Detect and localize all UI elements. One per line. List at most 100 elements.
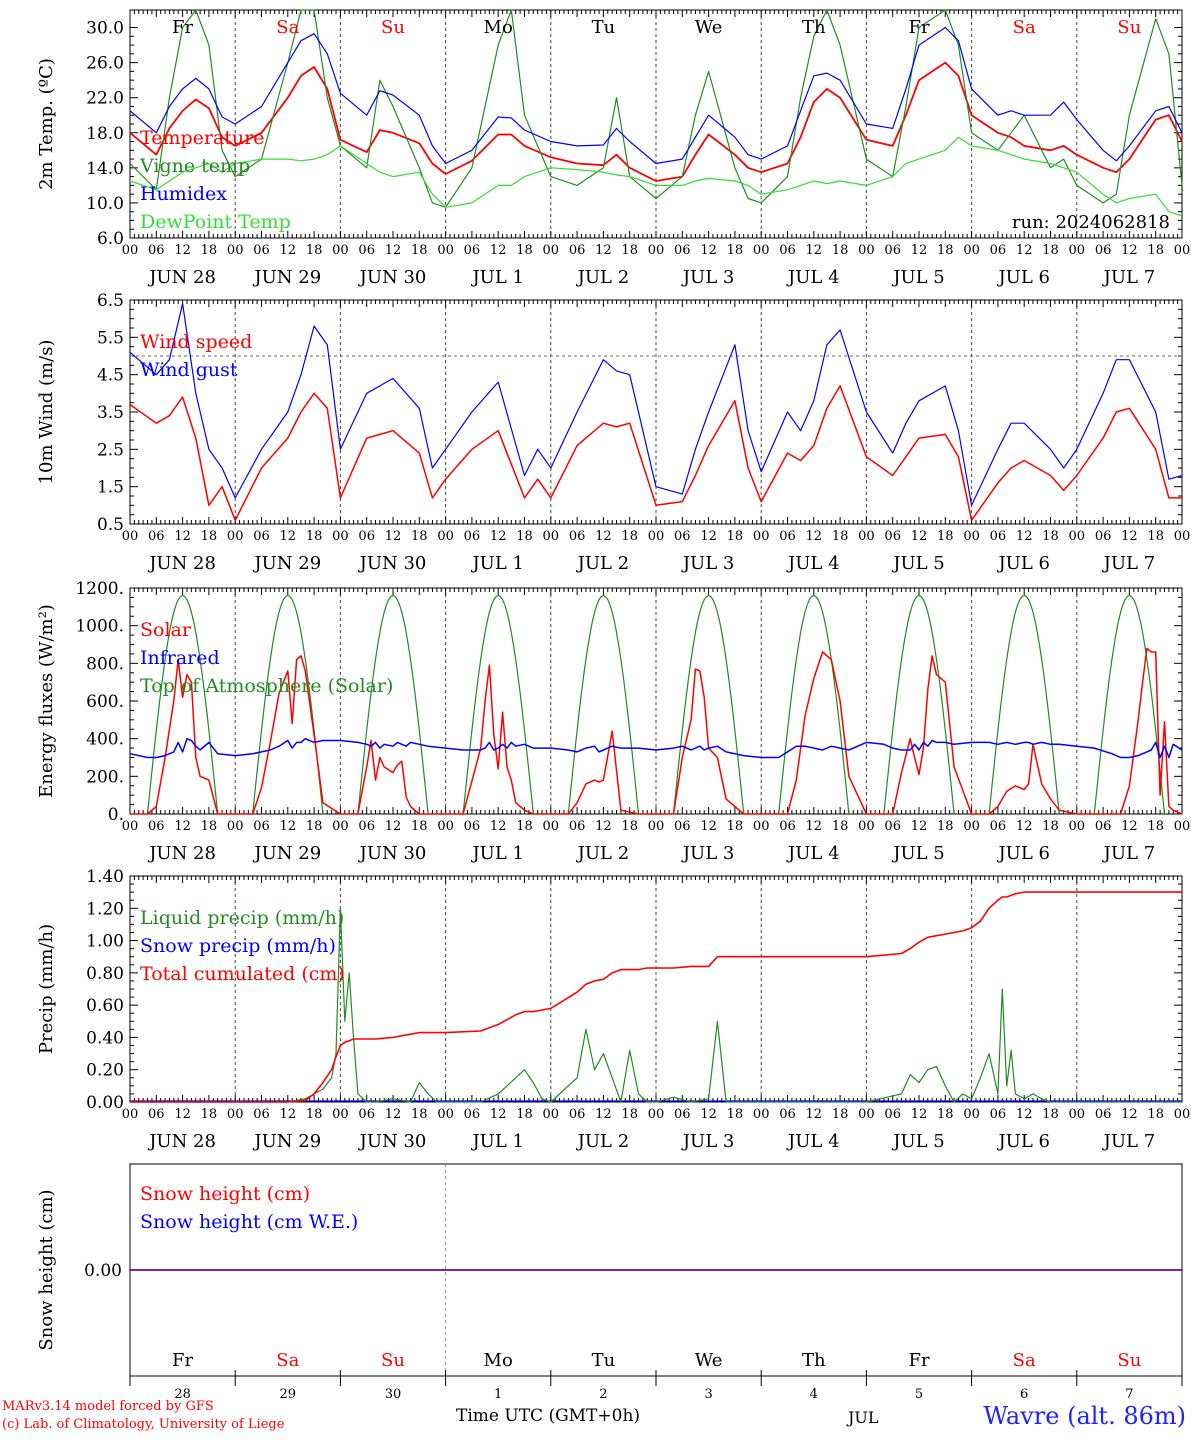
hour-tick-label: 18 (937, 529, 954, 544)
weekday-label: Fr (908, 17, 929, 38)
day-label: JUL 7 (1102, 843, 1156, 864)
hour-tick-label: 18 (1147, 243, 1164, 258)
weekday-label: Fr (908, 1350, 929, 1371)
hour-tick-label: 06 (358, 1107, 375, 1122)
hour-tick-label: 06 (674, 529, 691, 544)
hour-tick-label: 18 (306, 1107, 323, 1122)
hour-tick-label: 12 (911, 819, 928, 834)
hour-tick-label: 12 (385, 529, 402, 544)
hour-tick-label: 00 (753, 243, 770, 258)
dewpoint-line (129, 136, 1183, 217)
hour-tick-label: 06 (674, 1107, 691, 1122)
day-label: JUL 5 (891, 553, 945, 574)
hour-tick-label: 00 (1069, 243, 1086, 258)
hour-tick-label: 00 (963, 243, 980, 258)
hour-tick-label: 18 (1147, 1107, 1164, 1122)
hour-tick-label: 12 (385, 1107, 402, 1122)
hour-tick-label: 18 (306, 819, 323, 834)
lab-credit: (c) Lab. of Climatology, University of L… (2, 1417, 285, 1432)
toa-solar-curve (883, 594, 955, 815)
wind-gust-line (129, 303, 1183, 506)
legend-entry: Wind gust (140, 359, 238, 381)
day-label: JUL 7 (1102, 553, 1156, 574)
toa-solar-curve (252, 594, 324, 815)
y-tick-label: 0.20 (86, 1061, 124, 1081)
y-tick-label: 3.5 (97, 403, 124, 423)
hour-tick-label: 18 (201, 819, 218, 834)
day-label: JUN 30 (358, 553, 427, 574)
hour-tick-label: 12 (174, 1107, 191, 1122)
day-label: JUL 4 (786, 843, 840, 864)
hour-tick-label: 12 (806, 529, 823, 544)
weekday-label: Sa (276, 17, 299, 38)
weekday-label: Th (802, 1350, 826, 1371)
station-name: Wavre (alt. 86m) (983, 1402, 1186, 1430)
hour-tick-label: 18 (621, 529, 638, 544)
y-tick-label: 6.0 (97, 229, 124, 249)
hour-tick-label: 06 (148, 529, 165, 544)
hour-tick-label: 06 (253, 1107, 270, 1122)
month-label: JUL (848, 1408, 879, 1427)
day-number: 5 (915, 1387, 923, 1402)
hour-tick-label: 12 (595, 1107, 612, 1122)
day-label: JUL 2 (576, 267, 630, 288)
hour-tick-label: 12 (911, 1107, 928, 1122)
hour-tick-label: 00 (753, 529, 770, 544)
hour-tick-label: 18 (1042, 529, 1059, 544)
legend-entry: DewPoint Temp (140, 211, 291, 233)
y-axis-label: Snow height (cm) (36, 1189, 57, 1350)
hour-tick-label: 18 (727, 243, 744, 258)
hour-tick-label: 06 (779, 529, 796, 544)
day-label: JUN 28 (147, 1131, 216, 1152)
hour-tick-label: 18 (832, 819, 849, 834)
hour-tick-label: 12 (700, 243, 717, 258)
weekday-label: Tu (592, 1350, 616, 1371)
infrared-line (129, 737, 1183, 759)
weekday-label: Fr (172, 1350, 193, 1371)
weekday-label: Mo (484, 1350, 513, 1371)
hour-tick-label: 00 (543, 529, 560, 544)
hour-tick-label: 06 (358, 529, 375, 544)
hour-tick-label: 18 (201, 1107, 218, 1122)
day-label: JUL 3 (681, 843, 735, 864)
day-label: JUN 28 (147, 843, 216, 864)
panel-4: 00 06 12 18 00 06 12 18 00 06 12 18 00 06 12 18 00 06 12 18… (36, 867, 1190, 1152)
run-annotation: run: 2024062818 (1012, 212, 1170, 233)
day-label: JUL 5 (891, 843, 945, 864)
hour-tick-label: 18 (516, 819, 533, 834)
y-tick-label: 1200. (75, 579, 124, 599)
hour-tick-label: 06 (464, 1107, 481, 1122)
y-tick-label: 14.0 (86, 159, 124, 179)
day-label: JUN 28 (147, 267, 216, 288)
day-label: JUL 4 (786, 267, 840, 288)
y-tick-label: 1.20 (86, 899, 124, 919)
hour-tick-label: 18 (306, 529, 323, 544)
day-label: JUL 5 (891, 1131, 945, 1152)
y-tick-label: 30.0 (86, 19, 124, 39)
hour-tick-label: 06 (464, 819, 481, 834)
day-label: JUL 1 (470, 267, 524, 288)
weekday-label: Tu (592, 17, 616, 38)
day-number: 4 (810, 1387, 818, 1402)
hour-tick-label: 00 (963, 1107, 980, 1122)
y-tick-label: 0.5 (97, 515, 124, 535)
hour-tick-label: 18 (201, 529, 218, 544)
hour-tick-label: 00 (753, 1107, 770, 1122)
weekday-label: We (695, 1350, 723, 1371)
day-label: JUN 30 (358, 267, 427, 288)
day-label: JUL 6 (996, 267, 1050, 288)
hour-tick-label: 06 (990, 1107, 1007, 1122)
day-number: 28 (174, 1387, 191, 1402)
x-axis-title: Time UTC (GMT+0h) (456, 1406, 641, 1426)
weekday-label: Sa (276, 1350, 299, 1371)
legend-entry: Snow precip (mm/h) (140, 935, 336, 957)
hour-tick-label: 18 (516, 529, 533, 544)
hour-tick-label: 00 (1174, 1107, 1191, 1122)
hour-tick-label: 06 (1095, 243, 1112, 258)
hour-tick-label: 18 (937, 243, 954, 258)
toa-solar-curve (1093, 594, 1166, 815)
hour-tick-label: 06 (569, 1107, 586, 1122)
hour-tick-label: 00 (1069, 819, 1086, 834)
y-tick-label: 4.5 (97, 366, 124, 386)
